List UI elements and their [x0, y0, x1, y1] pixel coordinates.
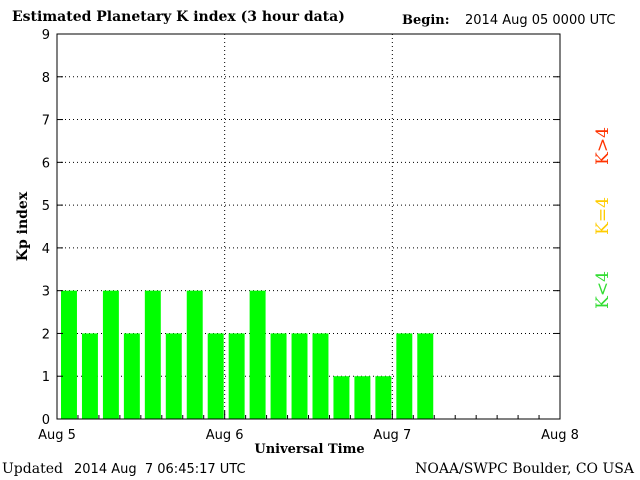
- kp-bar: [312, 333, 329, 419]
- x-tick-label: Aug 5: [38, 428, 76, 443]
- y-tick-label: 4: [42, 242, 50, 257]
- y-tick-label: 7: [42, 114, 50, 129]
- begin-value: 2014 Aug 05 0000 UTC: [465, 13, 616, 28]
- y-tick-label: 1: [42, 370, 50, 385]
- y-tick-label: 0: [42, 413, 50, 428]
- kp-bar: [165, 333, 182, 419]
- source-credit: NOAA/SWPC Boulder, CO USA: [415, 461, 634, 477]
- kp-bar: [270, 333, 287, 419]
- kp-bar: [396, 333, 413, 419]
- begin-label: Begin:: [402, 13, 450, 28]
- legend-k-below-4: K<4: [593, 271, 613, 309]
- updated-value: 2014 Aug 7 06:45:17 UTC: [74, 462, 246, 477]
- kp-bar: [354, 376, 371, 419]
- legend-k-above-4: K>4: [593, 127, 613, 165]
- chart-title: Estimated Planetary K index (3 hour data…: [12, 9, 345, 25]
- kp-bar: [417, 333, 434, 419]
- y-tick-label: 3: [42, 285, 50, 300]
- y-tick-label: 5: [42, 199, 50, 214]
- y-axis-label: Kp index: [15, 191, 31, 261]
- kp-bar: [102, 290, 119, 419]
- x-axis-label: Universal Time: [254, 442, 364, 457]
- x-tick-label: Aug 7: [373, 428, 411, 443]
- kp-bar: [333, 376, 350, 419]
- kp-bar: [291, 333, 308, 419]
- y-tick-label: 9: [42, 28, 50, 43]
- kp-bar: [186, 290, 203, 419]
- x-tick-label: Aug 6: [206, 428, 244, 443]
- y-tick-label: 2: [42, 327, 50, 342]
- x-tick-label: Aug 8: [541, 428, 579, 443]
- kp-bar: [249, 290, 266, 419]
- updated-label: Updated: [2, 461, 63, 477]
- kp-bar: [81, 333, 98, 419]
- kp-bar: [375, 376, 392, 419]
- kp-bar: [207, 333, 224, 419]
- kp-bar: [123, 333, 140, 419]
- kp-bar: [228, 333, 245, 419]
- kp-bar: [144, 290, 161, 419]
- y-tick-label: 6: [42, 156, 50, 171]
- y-tick-label: 8: [42, 71, 50, 86]
- kp-bar: [61, 290, 77, 419]
- legend-k-equal-4: K=4: [593, 197, 613, 235]
